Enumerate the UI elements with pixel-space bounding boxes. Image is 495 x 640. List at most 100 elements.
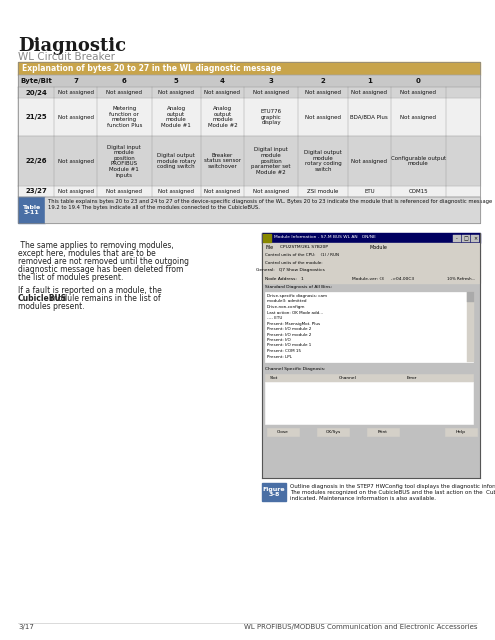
Bar [265, 292, 473, 362]
Bar [262, 233, 480, 478]
Text: CubicleBUS: CubicleBUS [18, 294, 67, 303]
Text: Control units of the CPU:    (1) / RUN: Control units of the CPU: (1) / RUN [265, 253, 339, 257]
Bar [471, 235, 479, 242]
Bar [18, 136, 480, 186]
Text: Module Information - S7-M BUS WL AN   ON/NE: Module Information - S7-M BUS WL AN ON/N… [274, 235, 376, 239]
Text: Present: COM 15: Present: COM 15 [267, 349, 301, 353]
Text: 6: 6 [122, 78, 127, 84]
Text: Control units of the module:: Control units of the module: [265, 261, 323, 265]
Text: Help: Help [456, 430, 466, 434]
Text: 0: 0 [416, 78, 421, 84]
Bar [265, 382, 473, 424]
Bar [262, 251, 480, 259]
Text: Channel: Channel [339, 376, 356, 380]
Text: Not assigned: Not assigned [57, 90, 94, 95]
Text: Not assigned: Not assigned [57, 159, 94, 163]
Text: Not assigned: Not assigned [351, 90, 388, 95]
Text: Explanation of bytes 20 to 27 in the WL diagnostic message: Explanation of bytes 20 to 27 in the WL … [22, 64, 281, 73]
Text: ZSI module: ZSI module [307, 189, 339, 194]
Text: Diagnostic: Diagnostic [18, 37, 126, 55]
Text: Drive-specific diagnosis: cam: Drive-specific diagnosis: cam [267, 294, 327, 298]
Bar [45, 197, 480, 223]
Text: General:   Q7 Show Diagnostics: General: Q7 Show Diagnostics [255, 269, 324, 273]
Text: Outline diagnosis in the STEP7 HWConfig tool displays the diagnostic information: Outline diagnosis in the STEP7 HWConfig … [290, 484, 495, 501]
Text: 7: 7 [73, 78, 78, 84]
Text: Not assigned: Not assigned [158, 189, 194, 194]
Text: Analog
output
module
Module #2: Analog output module Module #2 [207, 106, 237, 128]
Text: 22/26: 22/26 [25, 158, 47, 164]
Text: Digital input
module
position
parameter set
Module #2: Digital input module position parameter … [251, 147, 291, 175]
Text: Configurable output
module: Configurable output module [391, 156, 446, 166]
Text: ---- ETU: ---- ETU [267, 316, 282, 320]
Text: diagnostic message has been deleted from: diagnostic message has been deleted from [18, 265, 183, 274]
Text: the list of modules present.: the list of modules present. [18, 273, 123, 282]
Text: Not assigned: Not assigned [204, 90, 241, 95]
Bar [262, 259, 480, 266]
Text: 2: 2 [321, 78, 326, 84]
Text: Digital output
module rotary
coding switch: Digital output module rotary coding swit… [157, 153, 196, 169]
Text: Analog
output
module
Module #1: Analog output module Module #1 [161, 106, 191, 128]
Text: Not assigned: Not assigned [305, 115, 341, 120]
Text: Not assigned: Not assigned [253, 90, 289, 95]
Text: This table explains bytes 20 to 23 and 24 to 27 of the device-specific diagnosis: This table explains bytes 20 to 23 and 2… [48, 199, 492, 210]
Text: removed are not removed until the outgoing: removed are not removed until the outgoi… [18, 257, 189, 266]
Text: Close: Close [277, 430, 289, 434]
Text: Error: Error [407, 376, 417, 380]
Text: Present: I/O module 1: Present: I/O module 1 [267, 344, 311, 348]
Text: Not assigned: Not assigned [106, 189, 142, 194]
Text: Last action: OK Mode add...: Last action: OK Mode add... [267, 310, 323, 314]
Text: Module-ver: (3     ->04.00C3: Module-ver: (3 ->04.00C3 [352, 277, 414, 281]
Text: Not assigned: Not assigned [253, 189, 289, 194]
Text: BDA/BDA Plus: BDA/BDA Plus [350, 115, 388, 120]
Text: Print: Print [378, 430, 388, 434]
Bar [262, 275, 480, 283]
Text: Not assigned: Not assigned [305, 90, 341, 95]
Text: File: File [265, 245, 273, 250]
Text: Present: MsensigMot. Plus: Present: MsensigMot. Plus [267, 321, 320, 326]
Bar [18, 87, 480, 98]
Bar [262, 483, 286, 501]
Bar [263, 234, 271, 242]
Text: Metering
function or
metering
function Plus: Metering function or metering function P… [106, 106, 142, 128]
Text: 3: 3 [269, 78, 274, 84]
Text: Byte/Bit: Byte/Bit [20, 78, 52, 84]
Text: module3: admitted: module3: admitted [267, 300, 306, 303]
Text: Present: I/O: Present: I/O [267, 338, 291, 342]
Text: Not assigned: Not assigned [158, 90, 194, 95]
Text: Module: Module [370, 245, 388, 250]
Text: The same applies to removing modules,: The same applies to removing modules, [18, 241, 174, 250]
Bar [262, 243, 480, 251]
Text: Not assigned: Not assigned [204, 189, 241, 194]
Bar [262, 233, 480, 243]
Text: □: □ [464, 236, 468, 241]
Bar [445, 428, 477, 436]
Bar [317, 428, 349, 436]
Text: Channel Specific Diagnosis:: Channel Specific Diagnosis: [265, 367, 325, 371]
Bar [462, 235, 470, 242]
Bar [265, 374, 473, 382]
Bar [18, 75, 480, 87]
Bar [453, 235, 461, 242]
Text: Node Address:   1: Node Address: 1 [265, 277, 304, 281]
Text: Figure
3-8: Figure 3-8 [263, 486, 285, 497]
Bar [467, 292, 474, 362]
Bar [18, 62, 480, 75]
Bar [18, 197, 45, 223]
Bar [445, 276, 477, 282]
Text: 20/24: 20/24 [25, 90, 47, 95]
Text: Standard Diagnosis of All Bins:: Standard Diagnosis of All Bins: [265, 285, 332, 289]
Text: Breaker
status sensor
switchover: Breaker status sensor switchover [204, 153, 241, 169]
Text: Slot: Slot [270, 376, 278, 380]
Bar [467, 292, 474, 302]
Text: Not assigned: Not assigned [57, 115, 94, 120]
Bar [262, 266, 480, 275]
Text: except here, modules that are to be: except here, modules that are to be [18, 249, 156, 258]
Text: Digital input
module
position
PROFIBUS
Module #1
inputs: Digital input module position PROFIBUS M… [107, 145, 141, 177]
Text: WL PROFIBUS/MODBUS Communication and Electronic Accessories: WL PROFIBUS/MODBUS Communication and Ele… [244, 624, 477, 630]
Text: Not assigned: Not assigned [106, 90, 142, 95]
Bar [367, 428, 399, 436]
Text: Not assigned: Not assigned [400, 115, 436, 120]
Bar [18, 98, 480, 136]
Bar [265, 267, 315, 274]
Text: -: - [456, 236, 458, 241]
